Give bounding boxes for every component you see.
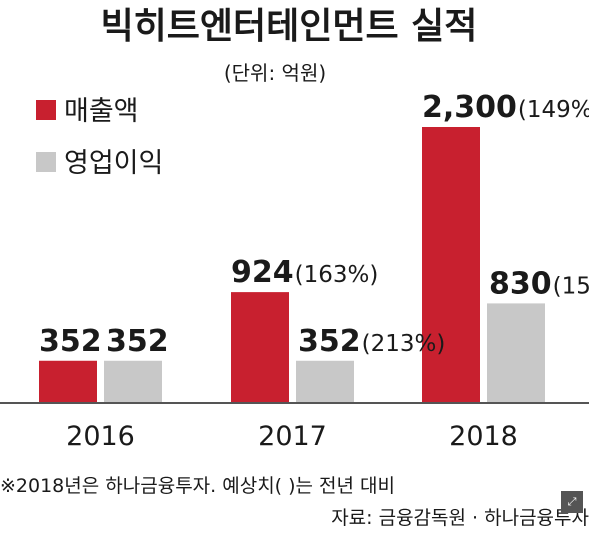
- x-tick-labels: 2016 2017 2018: [66, 421, 518, 452]
- bar-2016-0: [39, 360, 97, 403]
- tick-label-2018: 2018: [449, 421, 518, 452]
- expand-icon[interactable]: ⤢: [561, 491, 583, 513]
- value-label-2016-1: 352: [106, 324, 169, 359]
- footnote: ※2018년은 하나금융투자. 예상치( )는 전년 대비: [0, 475, 395, 497]
- bar-2018-0: [422, 127, 480, 403]
- value-label-2018-1: 830(155%): [489, 266, 589, 301]
- chart-title: 빅히트엔터테인먼트 실적: [101, 6, 478, 47]
- bar-2017-0: [231, 292, 289, 403]
- value-label-2018-0: 2,300(149%): [422, 90, 589, 125]
- bar-2018-1: [487, 303, 545, 403]
- legend-label-1: 영업이익: [64, 148, 163, 179]
- value-label-2016-0: 352: [39, 324, 102, 359]
- value-label-2017-0: 924(163%): [231, 255, 378, 290]
- legend-swatch-0: [36, 100, 56, 120]
- unit-label: (단위: 억원): [224, 61, 326, 85]
- bar-2017-1: [296, 360, 354, 403]
- bar-2016-1: [104, 360, 162, 403]
- tick-label-2017: 2017: [258, 421, 327, 452]
- source: 자료: 금융감독원 · 하나금융투자: [331, 507, 589, 529]
- legend-swatch-1: [36, 152, 56, 172]
- bars-group: [39, 127, 545, 403]
- value-label-2017-1: 352(213%): [298, 324, 445, 359]
- legend-label-0: 매출액: [64, 96, 139, 127]
- tick-label-2016: 2016: [66, 421, 135, 452]
